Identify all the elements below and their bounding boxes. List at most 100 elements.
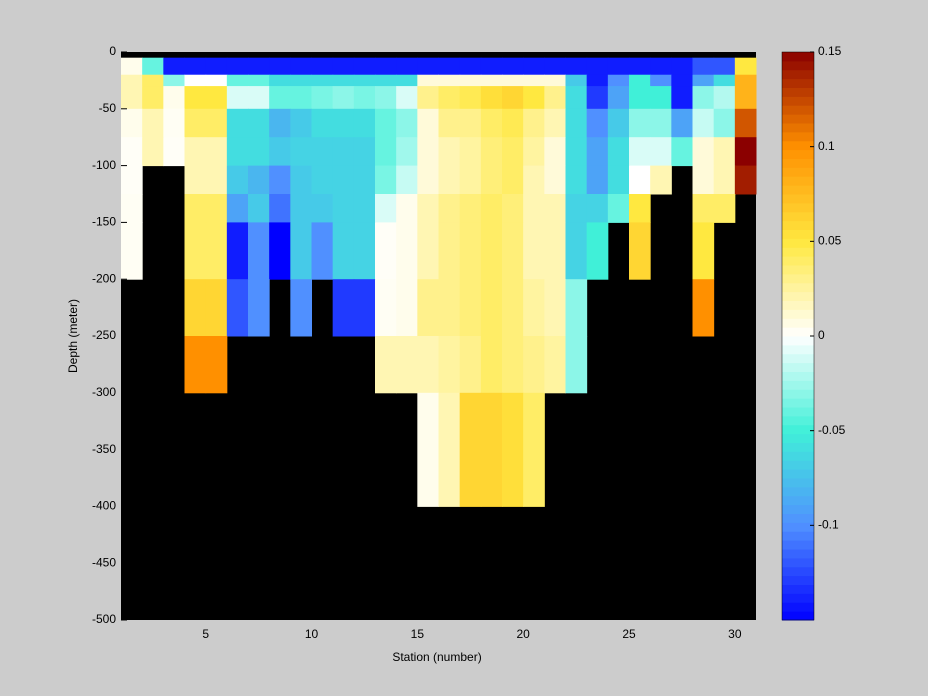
heat-cell: [396, 279, 418, 337]
heat-cell: [248, 222, 270, 280]
heat-cell: [650, 57, 672, 76]
colorbar-swatch: [782, 78, 814, 88]
colorbar-swatch: [782, 380, 814, 390]
heat-cell: [226, 194, 249, 223]
heat-cell: [586, 86, 609, 110]
colorbar-swatch: [782, 194, 814, 204]
colorbar-swatch: [782, 584, 814, 594]
heat-cell: [607, 108, 630, 138]
heat-cell: [332, 165, 355, 195]
colorbar-swatch: [782, 531, 814, 541]
heat-cell: [396, 165, 418, 195]
heat-cell: [269, 194, 291, 223]
heat-cell: [671, 108, 693, 138]
heat-cell: [205, 57, 228, 76]
colorbar-swatch: [782, 557, 814, 568]
heat-cell: [226, 222, 249, 280]
y-tick-label: -450: [92, 555, 116, 569]
heat-cell: [290, 86, 312, 110]
heat-cell: [121, 194, 143, 223]
heat-cell: [248, 137, 270, 167]
x-tick-label: 10: [305, 627, 319, 641]
heat-cell: [417, 74, 439, 87]
colorbar-swatch: [782, 549, 814, 559]
colorbar-swatch: [782, 167, 814, 177]
heat-cell: [163, 74, 185, 87]
heat-cell: [417, 57, 439, 76]
colorbar-swatch: [782, 327, 814, 337]
heat-cell: [713, 74, 736, 87]
colorbar-swatch: [782, 282, 814, 293]
heat-cell: [311, 57, 334, 76]
heat-cell: [290, 222, 312, 280]
heat-cell: [375, 86, 397, 110]
heat-cell: [290, 108, 312, 138]
heat-cell: [248, 194, 270, 223]
heat-cell: [692, 74, 715, 87]
heat-cell: [650, 108, 672, 138]
colorbar-swatch: [782, 469, 814, 479]
heat-cell: [121, 57, 143, 76]
heat-cell: [480, 74, 503, 87]
heat-cell: [290, 279, 312, 337]
heat-cell: [629, 74, 651, 87]
heat-cell: [184, 194, 207, 223]
x-tick-label: 5: [202, 627, 209, 641]
heat-cell: [502, 86, 524, 110]
heat-cell: [629, 108, 651, 138]
heat-cell: [311, 108, 334, 138]
heat-cell: [459, 137, 482, 167]
heat-cell: [713, 57, 736, 76]
heat-cell: [121, 108, 143, 138]
heat-cell: [650, 86, 672, 110]
heat-cell: [184, 74, 207, 87]
heat-cell: [734, 108, 757, 138]
heat-cell: [671, 86, 693, 110]
heat-cell: [396, 86, 418, 110]
heat-cell: [269, 137, 291, 167]
y-tick-label: 0: [109, 44, 116, 58]
heat-cell: [544, 222, 566, 280]
heat-cell: [565, 86, 588, 110]
colorbar-swatch: [782, 602, 814, 612]
heat-cell: [734, 74, 757, 87]
heat-cell: [502, 74, 524, 87]
heat-cell: [671, 137, 693, 167]
heat-cell: [438, 392, 461, 507]
heat-cell: [417, 194, 439, 223]
heat-cell: [502, 279, 524, 337]
heat-cell: [269, 222, 291, 280]
heat-cell: [586, 108, 609, 138]
heat-cell: [502, 108, 524, 138]
heat-cell: [544, 137, 566, 167]
colorbar-swatch: [782, 211, 814, 222]
heat-cell: [163, 137, 185, 167]
heat-cell: [248, 86, 270, 110]
heat-cell: [459, 108, 482, 138]
heat-cell: [692, 165, 715, 195]
heat-cell: [480, 57, 503, 76]
heat-cell: [734, 165, 757, 195]
heat-cell: [607, 194, 630, 223]
heat-cell: [184, 165, 207, 195]
colorbar-tick-label: -0.05: [818, 423, 846, 437]
heat-cell: [417, 137, 439, 167]
heat-cell: [332, 86, 355, 110]
colorbar-tick-label: 0.15: [818, 44, 842, 58]
colorbar-swatch: [782, 442, 814, 452]
heat-cell: [692, 86, 715, 110]
heat-cell: [607, 86, 630, 110]
heat-cell: [671, 57, 693, 76]
colorbar-tick-label: 0.1: [818, 139, 835, 153]
heat-cell: [290, 137, 312, 167]
heat-cell: [417, 336, 439, 394]
heat-cell: [417, 222, 439, 280]
colorbar-swatch: [782, 52, 814, 62]
heat-cell: [438, 74, 461, 87]
heat-cell: [692, 194, 715, 223]
colorbar-tick-label: 0.05: [818, 234, 842, 248]
colorbar-swatch: [782, 575, 814, 585]
heat-cell: [163, 86, 185, 110]
